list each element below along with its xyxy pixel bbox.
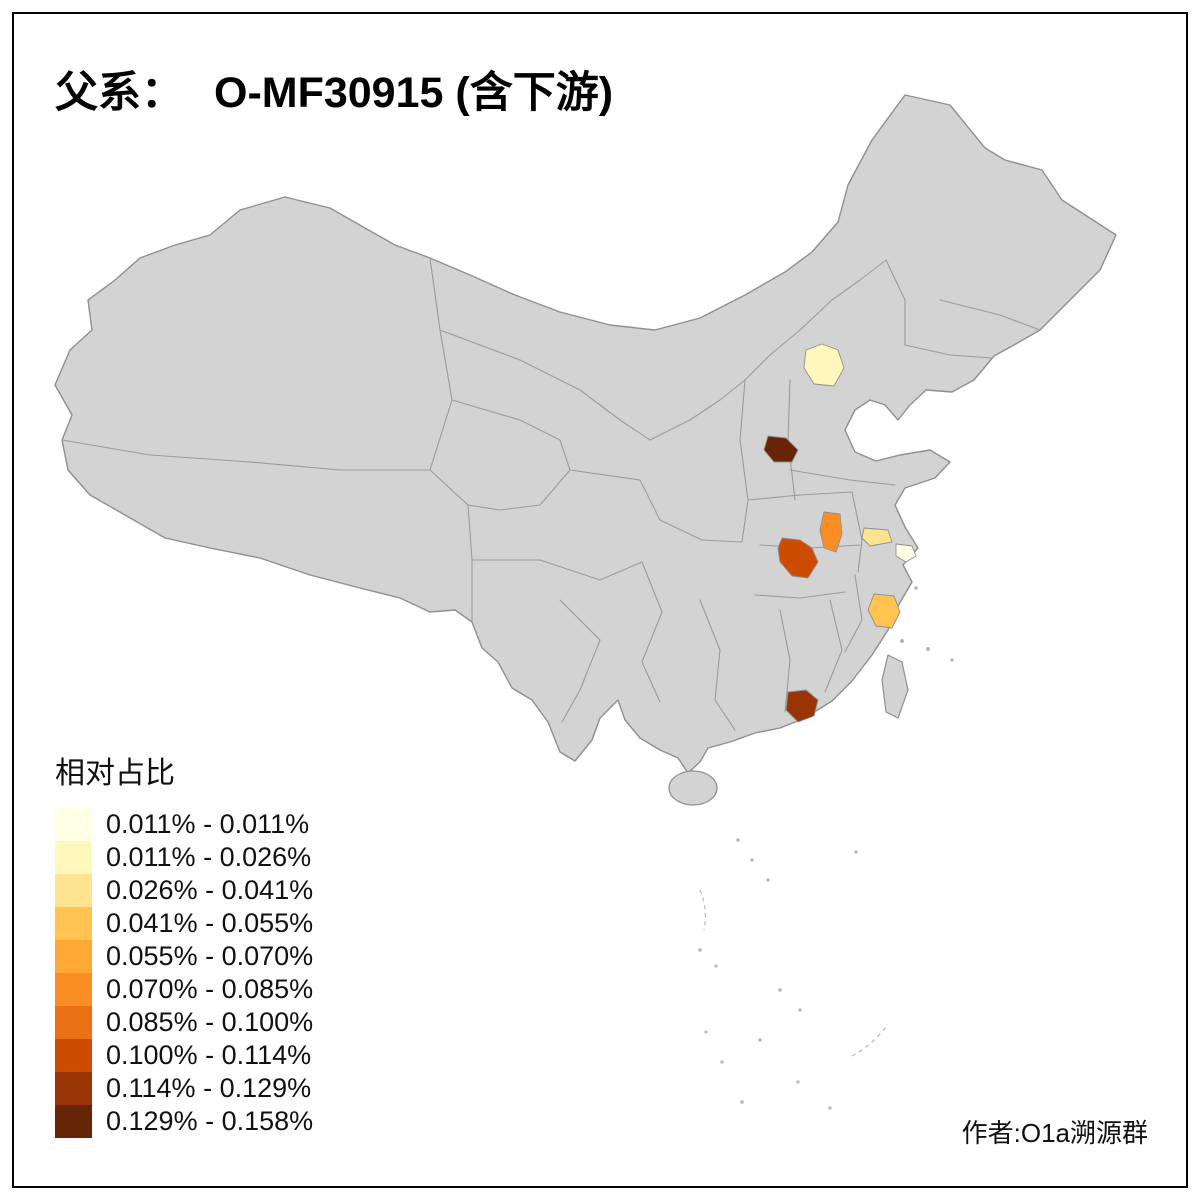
title-prefix: 父系： [55, 69, 184, 117]
legend-swatch [55, 874, 92, 907]
page-title: 父系： O-MF30915 (含下游) [55, 58, 613, 120]
legend-label: 0.041% - 0.055% [106, 908, 314, 938]
legend-label: 0.085% - 0.100% [106, 1007, 314, 1037]
legend-label: 0.011% - 0.026% [106, 842, 312, 872]
legend-item: 0.070% - 0.085% [55, 973, 313, 1006]
highlight-regions [763, 343, 917, 723]
legend-label: 0.026% - 0.041% [106, 875, 314, 905]
legend-swatch [55, 841, 92, 874]
province-borders [61, 257, 1041, 731]
region-jiangsu[interactable] [861, 527, 893, 547]
legend-swatch [55, 1039, 92, 1072]
region-zhejiang[interactable] [867, 593, 901, 629]
legend-title: 相对占比 [55, 757, 175, 790]
legend-swatch [55, 1072, 92, 1105]
legend-label: 0.055% - 0.070% [106, 941, 314, 971]
legend-swatch [55, 1105, 92, 1138]
legend-label: 0.070% - 0.085% [106, 974, 314, 1004]
legend-item: 0.011% - 0.011% [55, 808, 313, 841]
region-beijing[interactable] [803, 343, 845, 387]
legend-swatch [55, 973, 92, 1006]
legend-label: 0.100% - 0.114% [106, 1040, 312, 1070]
author-credit: 作者:O1a溯源群 [961, 1118, 1148, 1148]
legend-item: 0.026% - 0.041% [55, 874, 313, 907]
legend-item: 0.041% - 0.055% [55, 907, 313, 940]
legend-item: 0.011% - 0.026% [55, 841, 313, 874]
title-main: O-MF30915 (含下游) [214, 69, 614, 117]
region-shanghai[interactable] [895, 543, 917, 563]
legend-item: 0.129% - 0.158% [55, 1105, 313, 1138]
region-hebei-east[interactable] [763, 435, 799, 463]
legend-item: 0.055% - 0.070% [55, 940, 313, 973]
taiwan-island [881, 654, 909, 719]
legend-swatch [55, 907, 92, 940]
legend-label: 0.129% - 0.158% [106, 1106, 314, 1136]
legend-swatch [55, 940, 92, 973]
legend-item: 0.100% - 0.114% [55, 1039, 313, 1072]
region-henan[interactable] [819, 511, 843, 553]
region-guangdong[interactable] [785, 689, 819, 723]
legend-swatch [55, 808, 92, 841]
south-china-sea-islands [698, 586, 954, 1110]
legend-item: 0.085% - 0.100% [55, 1006, 313, 1039]
china-mainland-shape [54, 94, 1117, 774]
legend-swatch [55, 1006, 92, 1039]
hainan-island [668, 770, 718, 806]
legend: 相对占比 0.011% - 0.011% 0.011% - 0.026% 0.0… [55, 748, 313, 1138]
legend-item: 0.114% - 0.129% [55, 1072, 313, 1105]
legend-label: 0.011% - 0.011% [106, 809, 310, 839]
region-hubei[interactable] [777, 537, 819, 579]
legend-label: 0.114% - 0.129% [106, 1073, 312, 1103]
